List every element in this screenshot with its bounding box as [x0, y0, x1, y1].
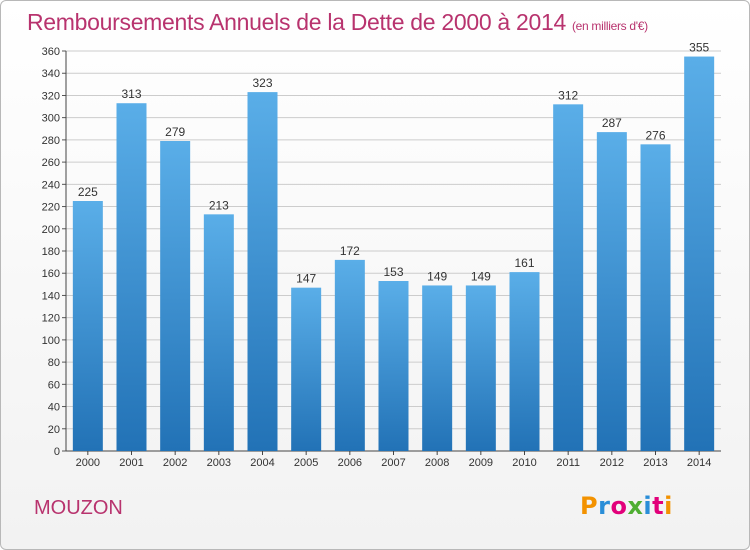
bar: [378, 281, 409, 451]
x-tick-label: 2004: [250, 457, 274, 469]
axes: 0 20 40 60 80 100 120 140 160 180 200 220 240 260 280 3…: [42, 46, 721, 469]
bar-value-label: 313: [121, 87, 141, 101]
x-tick-label: 2006: [338, 457, 362, 469]
bar-value-label: 323: [252, 76, 272, 90]
y-tick-label: 240: [42, 179, 60, 191]
y-tick-label: 40: [48, 402, 60, 414]
bar-value-label: 312: [558, 88, 578, 102]
x-tick-label: 2009: [469, 457, 493, 469]
bar: [596, 132, 627, 451]
commune-name: MOUZON: [34, 497, 123, 519]
y-tick-label: 360: [42, 46, 60, 58]
bar-value-label: 161: [514, 256, 534, 270]
y-tick-label: 300: [42, 113, 60, 125]
bars: [72, 56, 715, 452]
y-tick-label: 160: [42, 268, 60, 280]
bar-value-label: 355: [689, 41, 709, 55]
x-tick-label: 2007: [381, 457, 405, 469]
logo-letter: t: [652, 492, 665, 520]
x-tick-label: 2014: [687, 457, 711, 469]
y-tick-label: 60: [48, 379, 60, 391]
bar: [203, 214, 234, 451]
bar-value-label: 225: [78, 185, 98, 199]
bar-value-label: 149: [427, 269, 447, 283]
y-tick-label: 20: [48, 424, 60, 436]
bar: [509, 272, 540, 451]
logo-letter: r: [598, 492, 611, 520]
bar: [291, 287, 322, 451]
x-tick-label: 2001: [119, 457, 143, 469]
bar: [334, 259, 365, 451]
bar: [72, 201, 103, 451]
x-tick-label: 2002: [163, 457, 187, 469]
logo-letter: o: [610, 492, 628, 520]
bar: [640, 144, 671, 452]
x-tick-label: 2013: [643, 457, 667, 469]
y-tick-label: 220: [42, 202, 60, 214]
logo-letter: i: [664, 492, 673, 520]
logo-letter: i: [643, 492, 653, 520]
x-tick-label: 2008: [425, 457, 449, 469]
bar: [465, 285, 496, 451]
y-tick-label: 180: [42, 246, 60, 258]
x-tick-label: 2010: [512, 457, 536, 469]
y-tick-label: 0: [54, 446, 60, 458]
bar-value-label: 172: [340, 244, 360, 258]
bar-value-label: 153: [383, 265, 403, 279]
x-tick-label: 2005: [294, 457, 318, 469]
y-tick-label: 100: [42, 335, 60, 347]
bar: [116, 103, 147, 451]
chart-title: Remboursements Annuels de la Dette de 20…: [27, 9, 648, 36]
x-tick-label: 2012: [600, 457, 624, 469]
y-tick-label: 80: [48, 357, 60, 369]
logo-letter: x: [627, 492, 644, 520]
bar-value-label: 276: [645, 128, 665, 142]
y-tick-label: 260: [42, 157, 60, 169]
bar-value-label: 279: [165, 125, 185, 139]
bar: [422, 285, 453, 451]
x-tick-label: 2003: [207, 457, 231, 469]
y-tick-label: 320: [42, 90, 60, 102]
y-tick-label: 120: [42, 313, 60, 325]
bar-value-label: 147: [296, 272, 316, 286]
x-tick-label: 2011: [556, 457, 580, 469]
bar-value-label: 149: [471, 269, 491, 283]
bar-value-label: 213: [209, 198, 229, 212]
logo-letter: P: [580, 492, 599, 520]
bar: [160, 141, 191, 451]
chart-title-text: Remboursements Annuels de la Dette de 20…: [27, 9, 566, 35]
y-tick-label: 140: [42, 290, 60, 302]
bar: [247, 92, 278, 451]
y-tick-label: 200: [42, 224, 60, 236]
data-labels: 225 313 279 213 323 147 172 153 149 149 161 312 287 2…: [78, 41, 710, 286]
chart-unit-label: (en milliers d'€): [571, 19, 648, 33]
y-tick-label: 340: [42, 68, 60, 80]
proxiti-logo[interactable]: Proxiti: [580, 492, 673, 520]
y-tick-label: 280: [42, 135, 60, 147]
x-tick-label: 2000: [76, 457, 100, 469]
bar: [553, 104, 584, 451]
bar-value-label: 287: [602, 116, 622, 130]
bar: [684, 56, 715, 452]
